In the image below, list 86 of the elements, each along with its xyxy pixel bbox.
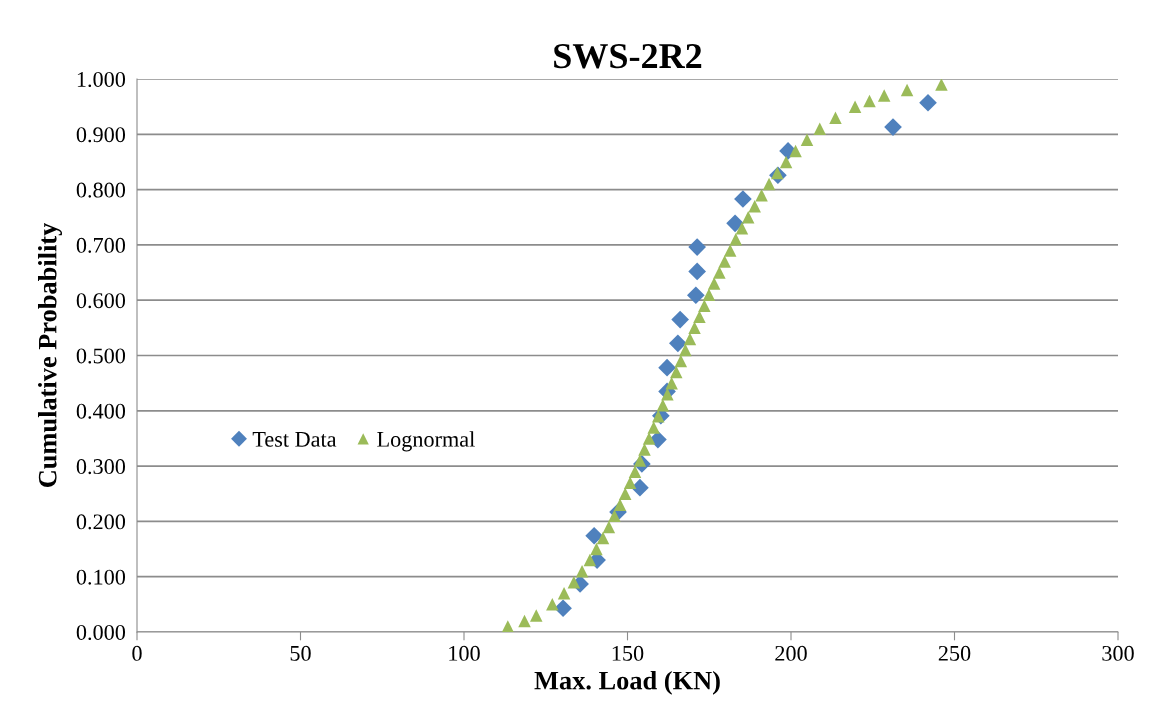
y-tick-label: 0.000 (76, 624, 126, 641)
point (688, 262, 706, 281)
point (707, 277, 721, 290)
point (554, 599, 572, 618)
y-tick-label: 0.200 (76, 514, 126, 530)
point (829, 111, 842, 124)
y-tick-label: 0.400 (76, 403, 126, 419)
point (762, 177, 776, 191)
point (583, 553, 597, 567)
point (713, 266, 726, 279)
point (687, 286, 705, 305)
point (863, 94, 876, 108)
point (575, 564, 589, 578)
y-tick-label: 0.600 (76, 293, 126, 309)
x-tick-label: 150 (612, 645, 644, 661)
point (755, 188, 768, 202)
y-tick-label: 0.800 (76, 182, 126, 198)
point (779, 155, 793, 169)
point (789, 144, 802, 158)
point (935, 79, 948, 91)
y-tick-label: 1.000 (77, 71, 126, 88)
x-tick-label: 0 (132, 645, 142, 661)
point (596, 531, 610, 545)
point (638, 443, 651, 456)
point (702, 288, 716, 301)
y-tick-label: 0.100 (76, 569, 126, 585)
point (518, 614, 531, 628)
point (642, 432, 656, 445)
point (658, 358, 676, 377)
point (546, 598, 559, 611)
x-tick-label: 200 (775, 645, 807, 661)
y-tick-label: 0.700 (76, 237, 126, 253)
point (613, 498, 627, 512)
point (884, 118, 902, 136)
point (848, 100, 862, 113)
point (585, 526, 603, 545)
point (813, 122, 827, 136)
y-tick-label: 0.300 (76, 459, 126, 475)
x-axis-title: Max. Load (KN) (534, 670, 720, 695)
point (608, 509, 621, 523)
point (741, 211, 755, 224)
point (665, 376, 678, 390)
point (688, 238, 706, 256)
point (618, 487, 632, 500)
point (651, 410, 665, 423)
point (683, 332, 697, 346)
point (530, 609, 543, 622)
point (661, 387, 674, 401)
point (900, 83, 914, 97)
point (748, 199, 761, 213)
point (669, 365, 683, 379)
y-tick-label: 0.500 (76, 348, 126, 364)
point (623, 476, 637, 489)
x-tick-label: 100 (449, 645, 480, 661)
x-tick-label: 250 (938, 645, 971, 661)
legend-label: Test Data (252, 432, 337, 447)
point (647, 421, 660, 434)
point (671, 310, 689, 329)
point (602, 520, 616, 534)
y-axis-title: Cumulative Probability (37, 222, 62, 488)
point (729, 233, 742, 246)
point (674, 354, 688, 368)
point (656, 399, 670, 412)
point (800, 133, 814, 147)
point (688, 321, 701, 335)
point (771, 166, 784, 180)
point (628, 465, 642, 478)
point (633, 454, 647, 467)
x-tick-label: 50 (290, 645, 311, 661)
y-tick-label: 0.900 (76, 127, 126, 143)
point (726, 214, 744, 233)
point (679, 343, 692, 357)
x-tick-label: 300 (1102, 645, 1134, 661)
point (734, 190, 752, 208)
point (718, 255, 731, 268)
point (723, 244, 737, 257)
point (567, 575, 581, 589)
point (919, 93, 937, 112)
chart-title: SWS-2R2 (554, 43, 702, 69)
legend-label: Lognormal (377, 431, 475, 452)
point (877, 89, 891, 102)
point (631, 478, 649, 497)
point (557, 587, 571, 600)
point (669, 334, 687, 353)
point (590, 542, 603, 556)
point (693, 310, 706, 324)
